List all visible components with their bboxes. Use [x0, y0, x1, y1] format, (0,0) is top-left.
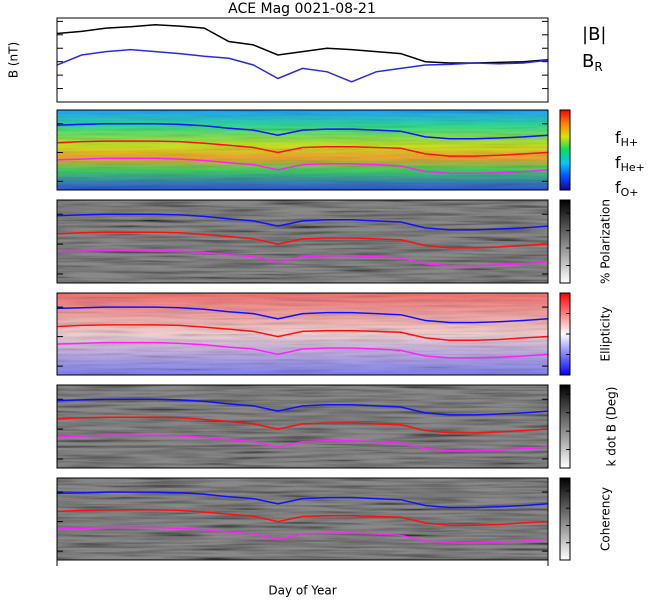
spectrogram-texture — [57, 478, 548, 560]
series-line — [57, 306, 548, 324]
legend-entry: fO+ — [615, 178, 639, 200]
legend-entry: |B| — [582, 24, 606, 45]
series-line — [57, 398, 548, 416]
panel-frame — [56, 292, 549, 376]
series-line — [57, 491, 548, 509]
series-line — [57, 324, 548, 342]
spectrogram-texture — [57, 200, 548, 283]
panel-frame — [56, 199, 549, 284]
colorbar-label: % Polarization — [599, 199, 613, 284]
legend-entry: fHe+ — [615, 153, 645, 175]
spectrogram-texture — [57, 385, 548, 468]
series-line — [57, 48, 548, 83]
panel-frame — [56, 17, 549, 103]
series-line — [57, 434, 548, 452]
colorbar — [559, 109, 571, 191]
x-axis-label: Day of Year — [268, 584, 336, 598]
panel-frame — [56, 109, 549, 191]
series-line — [57, 23, 548, 64]
colorbar-label: Ellipticity — [599, 307, 613, 362]
chart-title: ACE Mag 0021-08-21 — [228, 1, 376, 17]
spectrogram-texture — [57, 293, 548, 375]
series-line — [57, 122, 548, 140]
series-line — [57, 249, 548, 267]
series-line — [57, 231, 548, 249]
series-line — [57, 526, 548, 544]
colorbar — [559, 384, 571, 469]
colorbar — [559, 199, 571, 284]
series-line — [57, 341, 548, 359]
colorbar-label: k dot B (Deg) — [605, 387, 619, 467]
panel-frame — [56, 384, 549, 469]
series-line — [57, 416, 548, 434]
spectrogram-texture — [57, 110, 548, 190]
panel-frame — [56, 477, 549, 561]
legend-entry: BR — [582, 51, 603, 74]
series-line — [57, 213, 548, 231]
series-line — [57, 509, 548, 527]
series-line — [57, 140, 548, 157]
series-line — [57, 157, 548, 175]
y-axis-label: B (nT) — [7, 42, 21, 78]
colorbar-label: Coherency — [599, 487, 613, 551]
legend-entry: fH+ — [615, 128, 638, 150]
colorbar — [559, 477, 571, 561]
